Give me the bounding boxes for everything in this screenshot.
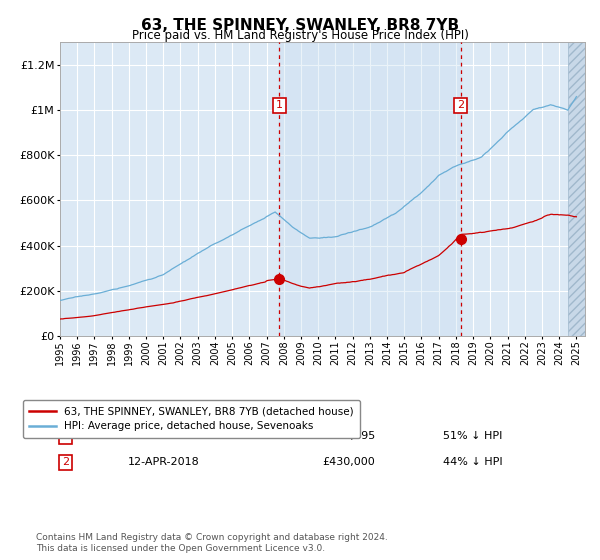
Text: 1: 1 — [62, 431, 69, 441]
Text: 12-APR-2018: 12-APR-2018 — [128, 458, 200, 468]
Text: 21-SEP-2007: 21-SEP-2007 — [128, 431, 199, 441]
Text: £430,000: £430,000 — [323, 458, 375, 468]
Text: 2: 2 — [62, 458, 69, 468]
Bar — [280, 42, 461, 336]
Text: £249,995: £249,995 — [323, 431, 376, 441]
Bar — [568, 42, 585, 336]
Text: 51% ↓ HPI: 51% ↓ HPI — [443, 431, 503, 441]
Text: Contains HM Land Registry data © Crown copyright and database right 2024.
This d: Contains HM Land Registry data © Crown c… — [36, 533, 388, 553]
Text: 1: 1 — [276, 100, 283, 110]
Text: Price paid vs. HM Land Registry's House Price Index (HPI): Price paid vs. HM Land Registry's House … — [131, 29, 469, 42]
Text: 2: 2 — [457, 100, 464, 110]
Text: 63, THE SPINNEY, SWANLEY, BR8 7YB: 63, THE SPINNEY, SWANLEY, BR8 7YB — [141, 18, 459, 33]
Legend: 63, THE SPINNEY, SWANLEY, BR8 7YB (detached house), HPI: Average price, detached: 63, THE SPINNEY, SWANLEY, BR8 7YB (detac… — [23, 400, 360, 438]
Text: 44% ↓ HPI: 44% ↓ HPI — [443, 458, 503, 468]
